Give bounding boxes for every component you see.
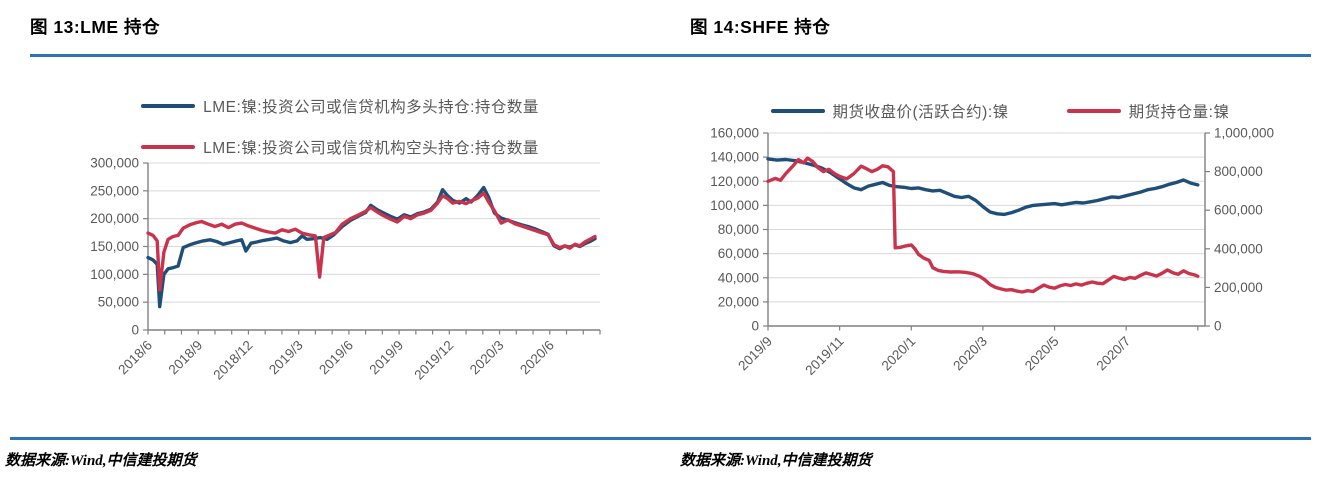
y2-tick-label: 400,000 (1214, 241, 1263, 256)
x-tick-label: 2020/6 (517, 338, 557, 378)
legend-label-long-positions: LME:镍:投资公司或信贷机构多头持仓:持仓数量 (203, 99, 539, 116)
y-tick-label: 0 (131, 323, 139, 338)
series-line-0 (766, 157, 1200, 217)
x-tick-label: 2019/11 (802, 334, 846, 378)
x-tick-label: 2020/5 (1022, 334, 1062, 374)
y2-tick-label: 1,000,000 (1214, 126, 1274, 141)
series-line-1 (146, 191, 597, 292)
x-tick-label: 2019/12 (411, 338, 456, 383)
x-tick-label: 2019/3 (266, 338, 306, 378)
x-tick-label: 2018/9 (166, 338, 206, 378)
y-tick-label: 100,000 (710, 198, 759, 213)
series-line-1 (766, 156, 1200, 294)
y-tick-label: 250,000 (90, 183, 139, 198)
x-tick-label: 2019/9 (366, 338, 406, 378)
y-tick-label: 100,000 (90, 267, 139, 282)
x-tick-label: 2018/12 (210, 338, 255, 383)
y2-tick-label: 200,000 (1214, 280, 1263, 295)
y-tick-label: 50,000 (98, 295, 139, 310)
y-tick-label: 160,000 (710, 126, 759, 141)
figure-13-title: 图 13:LME 持仓 (30, 17, 160, 37)
legend-entry-open-interest: 期货持仓量:镍 (1066, 100, 1230, 122)
y-tick-label: 20,000 (718, 294, 759, 309)
y-tick-label: 0 (751, 319, 759, 334)
legend-label-close-price: 期货收盘价(活跃合约):镍 (832, 104, 1009, 121)
y-tick-label: 80,000 (718, 222, 759, 237)
x-tick-label: 2020/1 (879, 334, 919, 374)
source-note-right: 数据来源:Wind,中信建投期货 (680, 453, 872, 469)
y2-tick-label: 0 (1214, 319, 1222, 334)
legend-entry-long-positions: LME:镍:投资公司或信贷机构多头持仓:持仓数量 (141, 95, 539, 117)
figure-14-title: 图 14:SHFE 持仓 (690, 17, 831, 37)
y-tick-label: 300,000 (90, 156, 139, 171)
legend-label-open-interest: 期货持仓量:镍 (1128, 104, 1230, 121)
legend-line-red-icon (141, 145, 196, 149)
y2-tick-label: 800,000 (1214, 164, 1263, 179)
legend-entry-short-positions: LME:镍:投资公司或信贷机构空头持仓:持仓数量 (141, 136, 539, 158)
x-tick-label: 2019/9 (735, 334, 775, 374)
legend-line-blue-icon (770, 109, 825, 113)
lme-chart-legend: LME:镍:投资公司或信贷机构多头持仓:持仓数量 LME:镍:投资公司或信贷机构… (30, 95, 650, 158)
legend-entry-close-price: 期货收盘价(活跃合约):镍 (770, 100, 1009, 122)
y-tick-label: 140,000 (710, 150, 759, 165)
series-line-0 (146, 185, 597, 309)
y-tick-label: 200,000 (90, 211, 139, 226)
x-tick-label: 2018/6 (115, 338, 155, 378)
title-divider-rule (30, 54, 1311, 57)
source-note-left: 数据来源:Wind,中信建投期货 (5, 453, 197, 469)
x-tick-label: 2020/7 (1094, 334, 1134, 374)
legend-line-blue-icon (141, 104, 196, 108)
y-tick-label: 40,000 (718, 270, 759, 285)
source-divider-rule (10, 437, 1311, 440)
y-tick-label: 150,000 (90, 239, 139, 254)
legend-line-red-icon (1066, 109, 1121, 113)
shfe-chart-legend: 期货收盘价(活跃合约):镍 期货持仓量:镍 (680, 100, 1320, 122)
y-tick-label: 60,000 (718, 246, 759, 261)
legend-label-short-positions: LME:镍:投资公司或信贷机构空头持仓:持仓数量 (203, 140, 539, 157)
y2-tick-label: 600,000 (1214, 203, 1263, 218)
shfe-positions-chart: 0 20,000 40,000 60,000 80,000 100,000 120,000 1… (710, 126, 1274, 378)
x-tick-label: 2019/6 (316, 338, 356, 378)
y-tick-label: 120,000 (710, 174, 759, 189)
x-tick-label: 2020/3 (950, 334, 990, 374)
lme-positions-chart: 0 50,000 100,000 150,000 200,000 250,000 300,0… (90, 156, 601, 383)
x-tick-label: 2020/3 (467, 338, 507, 378)
